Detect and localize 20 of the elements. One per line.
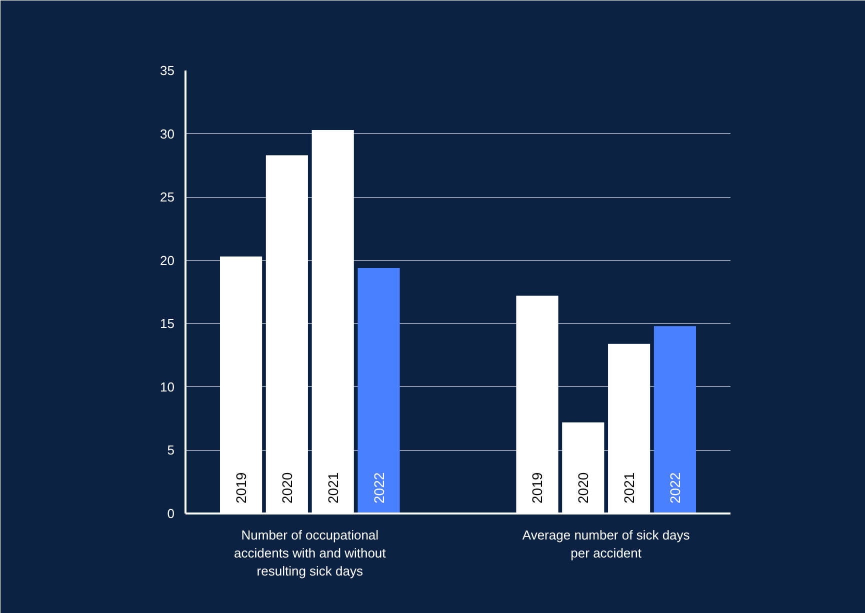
y-tick-label: 0 (167, 506, 175, 521)
y-tick-label: 35 (160, 63, 175, 78)
y-tick-label: 20 (160, 252, 175, 268)
text: 2019 (529, 472, 546, 504)
bar (654, 326, 696, 514)
y-tick-label: 5 (167, 442, 175, 458)
y-tick-label: 15 (160, 316, 175, 332)
text: 2022 (666, 472, 683, 504)
series-label: 2019 (233, 472, 250, 504)
text: 2020 (575, 472, 592, 504)
y-tick-label: 30 (160, 126, 175, 142)
text: 2021 (621, 472, 638, 504)
x-tick-label: Number of occupational accidents with and without resulting sick days (234, 528, 386, 578)
series-label: 2022 (370, 472, 387, 504)
x-tick-label: Average number of sick days per accident (522, 528, 690, 560)
series-label: 2020 (278, 472, 295, 504)
y-tick-label: 25 (160, 190, 175, 205)
bar (358, 268, 400, 514)
y-tick-label: 10 (160, 379, 175, 394)
series-label: 2021 (324, 472, 341, 504)
